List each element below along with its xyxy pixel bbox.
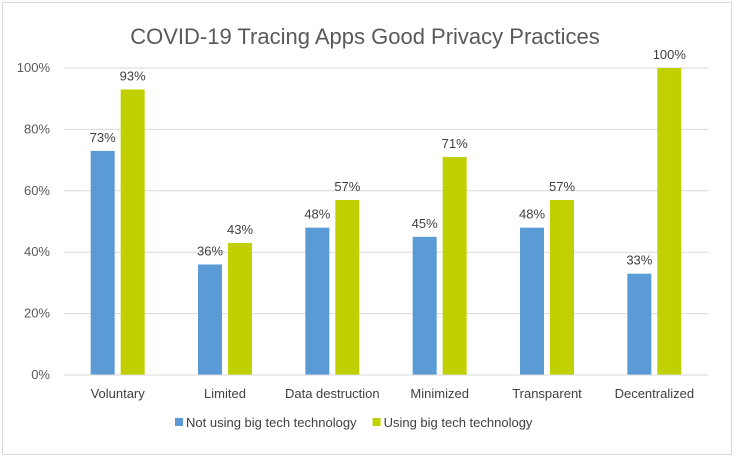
data-label: 71% [442, 136, 468, 151]
bar-series1-voluntary [120, 89, 145, 376]
y-tick-label: 100% [17, 60, 51, 75]
data-label: 73% [90, 130, 116, 145]
x-category-label: Limited [204, 386, 246, 401]
bar-series1-data-destruction [335, 200, 360, 375]
x-category-label: Voluntary [91, 386, 146, 401]
x-category-label: Transparent [512, 386, 582, 401]
bar-series0-limited [198, 264, 222, 375]
y-tick-label: 0% [31, 367, 50, 382]
y-tick-label: 80% [24, 121, 50, 136]
legend-swatch-1 [372, 418, 381, 426]
chart-title: COVID-19 Tracing Apps Good Privacy Pract… [130, 24, 600, 49]
x-category-label: Decentralized [615, 386, 695, 401]
data-labels: 73% 93% 36% 43% 48% 57% 45% 71% 48% 57% 33% 100% [90, 47, 687, 268]
legend: Not using big tech technology Using big t… [175, 415, 533, 430]
bar-series1-limited [228, 242, 252, 375]
data-label: 57% [334, 179, 360, 194]
bar-series1-decentralized [657, 68, 682, 375]
x-category-label: Minimized [410, 386, 469, 401]
data-label: 57% [549, 179, 575, 194]
y-tick-label: 40% [24, 244, 50, 259]
data-label: 93% [120, 68, 146, 83]
data-label: 43% [227, 222, 253, 237]
legend-label-1: Using big tech technology [384, 415, 533, 430]
bar-series0-minimized [412, 236, 437, 375]
bar-series0-data-destruction [305, 227, 330, 375]
y-tick-label: 60% [24, 183, 50, 198]
data-label: 45% [412, 216, 438, 231]
bar-series0-transparent [520, 227, 544, 375]
data-label: 33% [626, 253, 652, 268]
x-axis-category-labels: Voluntary Limited Data destruction Minimize… [91, 386, 695, 401]
bars [90, 68, 682, 376]
data-label: 100% [653, 47, 687, 62]
y-tick-label: 20% [24, 306, 50, 321]
data-label: 48% [519, 207, 545, 222]
bar-series0-voluntary [90, 150, 115, 375]
data-label: 48% [304, 207, 330, 222]
gridlines [64, 67, 708, 315]
y-axis-tick-labels: 0% 20% 40% 60% 80% 100% [17, 60, 51, 382]
x-category-label: Data destruction [285, 386, 380, 401]
bar-series1-minimized [442, 157, 467, 375]
bar-series0-decentralized [627, 273, 652, 375]
bar-series1-transparent [550, 200, 574, 375]
legend-swatch-0 [175, 418, 183, 426]
legend-label-0: Not using big tech technology [186, 415, 357, 430]
data-label: 36% [197, 243, 223, 258]
